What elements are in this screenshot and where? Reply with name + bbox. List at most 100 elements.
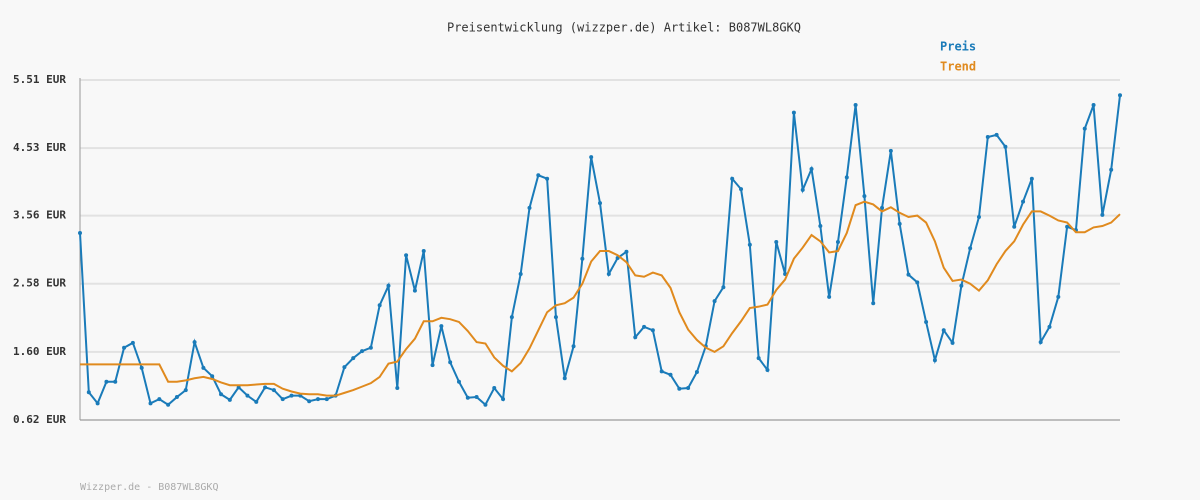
y-tick-label: 4.53 EUR — [13, 141, 66, 154]
point — [465, 395, 470, 400]
point — [1100, 212, 1105, 217]
point — [712, 299, 717, 304]
point — [421, 249, 426, 254]
point — [835, 240, 840, 245]
legend-label: Preis — [940, 40, 976, 54]
footer: Wizzper.de - B087WL8GKQ — [80, 482, 218, 493]
point — [509, 315, 514, 320]
point — [324, 397, 329, 402]
y-tick-label: 3.56 EUR — [13, 209, 66, 222]
point — [959, 283, 964, 288]
point — [113, 379, 118, 384]
point — [1118, 93, 1122, 98]
point — [368, 345, 373, 350]
point — [1082, 126, 1087, 131]
point — [210, 374, 215, 379]
point — [430, 363, 435, 368]
point — [580, 256, 585, 261]
point — [545, 176, 550, 181]
point — [1091, 103, 1096, 108]
point — [148, 401, 153, 406]
point — [456, 379, 461, 384]
point — [474, 395, 479, 400]
point — [765, 367, 770, 372]
point — [818, 224, 823, 229]
point — [694, 370, 699, 375]
point — [906, 272, 911, 277]
point — [774, 240, 779, 245]
point — [650, 328, 655, 333]
point — [263, 385, 268, 390]
point — [342, 365, 347, 370]
point — [518, 271, 523, 276]
point — [227, 397, 232, 402]
point — [598, 201, 602, 206]
point — [976, 214, 981, 219]
point — [553, 315, 558, 320]
point — [668, 372, 673, 377]
point — [254, 399, 259, 404]
point — [492, 386, 497, 391]
point — [571, 344, 576, 349]
point — [360, 349, 365, 354]
point — [536, 173, 541, 178]
point — [1012, 224, 1017, 229]
point — [166, 402, 171, 407]
point — [298, 393, 303, 398]
point — [351, 356, 356, 361]
point — [606, 271, 611, 276]
point — [624, 249, 629, 254]
point — [1056, 294, 1061, 299]
point — [941, 328, 946, 333]
point — [95, 401, 100, 406]
point — [1003, 144, 1008, 149]
point — [747, 242, 752, 247]
point — [897, 221, 902, 226]
legend-label: Trend — [940, 60, 976, 74]
point — [633, 335, 638, 340]
point — [853, 103, 858, 108]
point — [985, 135, 990, 140]
point — [862, 194, 867, 199]
point — [527, 205, 532, 210]
point — [219, 392, 224, 397]
point — [809, 166, 814, 171]
point — [915, 280, 920, 285]
y-tick-label: 2.58 EUR — [13, 277, 66, 290]
point — [642, 324, 647, 329]
point — [950, 340, 955, 345]
chart-title: Preisentwicklung (wizzper.de) Artikel: B… — [447, 21, 801, 35]
point — [122, 345, 127, 350]
point — [289, 393, 294, 398]
point — [924, 319, 929, 324]
point — [280, 397, 285, 402]
point — [739, 187, 744, 192]
point — [562, 376, 567, 381]
point — [501, 397, 506, 402]
point — [139, 365, 144, 370]
point — [439, 324, 444, 329]
point — [201, 365, 206, 370]
point — [827, 294, 832, 299]
point — [130, 340, 135, 345]
point — [404, 253, 409, 258]
point — [677, 386, 682, 391]
point — [1065, 224, 1070, 229]
y-tick-label: 1.60 EUR — [13, 345, 66, 358]
point — [589, 155, 594, 160]
point — [880, 205, 885, 210]
point — [1109, 167, 1114, 172]
point — [395, 386, 400, 391]
y-tick-label: 0.62 EUR — [13, 413, 66, 426]
point — [871, 301, 876, 306]
series-line — [80, 200, 1121, 397]
point — [730, 176, 735, 181]
point — [412, 288, 417, 293]
point — [888, 148, 893, 153]
point — [1021, 199, 1026, 204]
point — [448, 360, 453, 365]
point — [994, 132, 999, 137]
point — [968, 246, 973, 251]
